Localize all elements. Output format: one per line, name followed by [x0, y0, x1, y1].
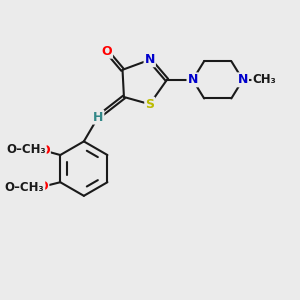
Text: N: N [188, 73, 198, 86]
Text: O: O [101, 45, 112, 58]
Text: H: H [93, 111, 104, 124]
Text: CH₃: CH₃ [252, 73, 276, 86]
Text: O–CH₃: O–CH₃ [6, 143, 46, 156]
Text: S: S [145, 98, 154, 111]
Text: O–CH₃: O–CH₃ [5, 182, 44, 194]
Text: O: O [39, 144, 50, 157]
Text: N: N [238, 73, 248, 86]
Text: N: N [145, 53, 155, 66]
Text: O: O [38, 180, 48, 193]
